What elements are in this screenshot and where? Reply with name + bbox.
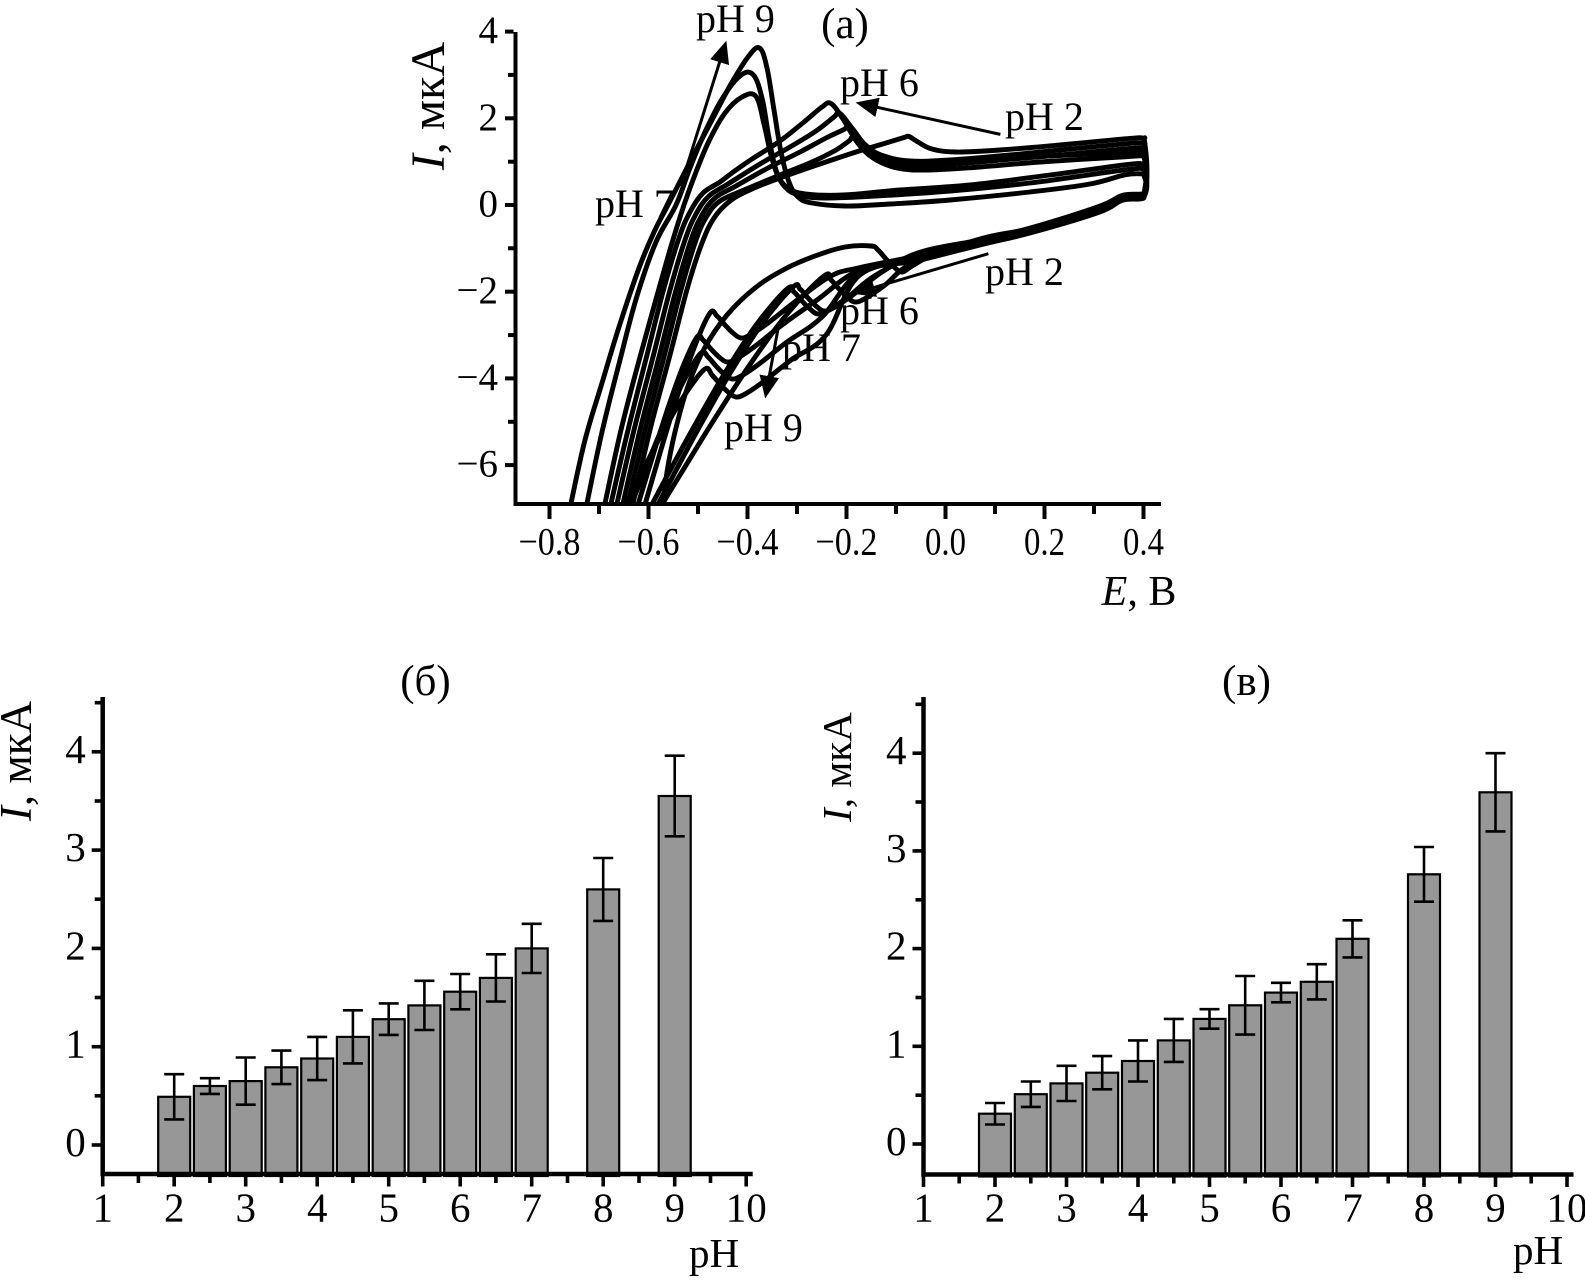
svg-text:0.4: 0.4 <box>1123 521 1164 564</box>
svg-text:(б): (б) <box>400 658 451 705</box>
svg-text:2: 2 <box>164 1185 185 1231</box>
svg-text:pH: pH <box>689 1230 739 1276</box>
svg-text:−0.2: −0.2 <box>816 521 878 564</box>
svg-text:2: 2 <box>65 922 86 968</box>
svg-text:10: 10 <box>1547 1185 1585 1231</box>
svg-text:1: 1 <box>92 1185 113 1231</box>
svg-text:pH 9: pH 9 <box>696 0 775 41</box>
svg-text:I, мкА: I, мкА <box>814 712 860 823</box>
svg-text:0.2: 0.2 <box>1024 521 1065 564</box>
svg-text:4: 4 <box>307 1185 328 1231</box>
svg-text:pH 6: pH 6 <box>840 60 919 105</box>
svg-text:2: 2 <box>479 96 499 139</box>
svg-text:pH 2: pH 2 <box>1005 94 1084 139</box>
svg-text:0.0: 0.0 <box>925 521 966 564</box>
svg-text:−0.8: −0.8 <box>519 521 581 564</box>
svg-text:8: 8 <box>1414 1185 1435 1231</box>
svg-text:(в): (в) <box>1222 658 1271 705</box>
svg-text:1: 1 <box>913 1185 934 1231</box>
svg-text:pH 9: pH 9 <box>724 405 803 450</box>
svg-text:3: 3 <box>65 824 86 870</box>
svg-text:2: 2 <box>985 1185 1006 1231</box>
svg-text:1: 1 <box>886 1020 907 1066</box>
svg-text:pH 7: pH 7 <box>782 325 861 370</box>
svg-text:3: 3 <box>1056 1185 1077 1231</box>
svg-text:(a): (a) <box>821 1 869 48</box>
svg-text:I, мкА: I, мкА <box>0 700 41 822</box>
svg-text:6: 6 <box>1271 1185 1292 1231</box>
svg-text:−0.4: −0.4 <box>717 521 779 564</box>
svg-text:2: 2 <box>886 923 907 969</box>
svg-text:4: 4 <box>65 726 86 772</box>
svg-text:3: 3 <box>235 1185 256 1231</box>
svg-text:3: 3 <box>886 825 907 871</box>
svg-text:9: 9 <box>664 1185 685 1231</box>
svg-text:pH: pH <box>1513 1227 1563 1273</box>
svg-text:7: 7 <box>521 1185 542 1231</box>
svg-text:4: 4 <box>886 727 907 773</box>
svg-text:10: 10 <box>726 1185 767 1231</box>
svg-text:0: 0 <box>479 183 499 226</box>
svg-text:6: 6 <box>450 1185 471 1231</box>
svg-text:−0.6: −0.6 <box>618 521 680 564</box>
svg-text:1: 1 <box>65 1021 86 1067</box>
svg-text:5: 5 <box>378 1185 399 1231</box>
svg-text:8: 8 <box>593 1185 614 1231</box>
svg-text:7: 7 <box>1342 1185 1363 1231</box>
svg-text:0: 0 <box>886 1118 907 1164</box>
svg-text:4: 4 <box>479 9 499 52</box>
svg-text:9: 9 <box>1485 1185 1506 1231</box>
svg-text:pH 2: pH 2 <box>985 249 1064 294</box>
svg-text:5: 5 <box>1199 1185 1220 1231</box>
svg-text:−6: −6 <box>457 443 499 486</box>
svg-text:4: 4 <box>1128 1185 1149 1231</box>
svg-text:−2: −2 <box>457 269 499 312</box>
svg-text:E, В: E, В <box>1101 569 1177 615</box>
svg-text:pH 7: pH 7 <box>595 181 674 226</box>
svg-text:0: 0 <box>65 1119 86 1165</box>
svg-text:−4: −4 <box>457 356 499 399</box>
svg-text:I, мкА: I, мкА <box>402 41 455 171</box>
